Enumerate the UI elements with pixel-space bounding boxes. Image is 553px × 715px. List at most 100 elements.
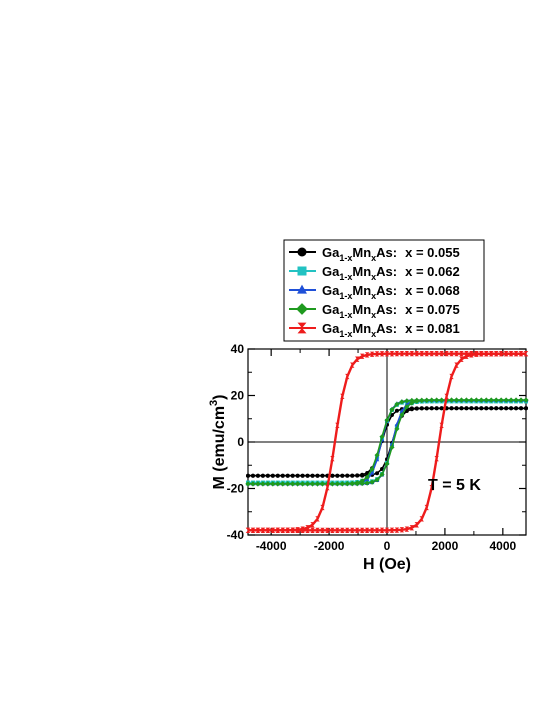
data-point — [339, 481, 345, 487]
data-point — [340, 527, 345, 533]
data-point — [399, 399, 405, 405]
data-point — [394, 426, 400, 432]
data-point — [379, 471, 385, 477]
x-tick-label: 0 — [384, 539, 391, 553]
data-point — [335, 527, 340, 533]
data-point — [345, 473, 350, 478]
data-point — [354, 480, 360, 486]
data-point — [250, 527, 256, 533]
data-point — [280, 481, 286, 487]
data-point — [424, 406, 429, 411]
data-point — [469, 406, 474, 411]
data-point — [374, 477, 380, 483]
data-point — [439, 406, 444, 411]
data-point — [409, 351, 415, 357]
data-point — [464, 406, 469, 411]
data-point — [394, 401, 400, 407]
data-point — [246, 473, 250, 478]
data-point — [464, 353, 469, 359]
data-point — [300, 526, 305, 532]
data-point — [260, 473, 265, 478]
data-point — [473, 397, 479, 403]
data-point — [290, 473, 295, 478]
data-point — [295, 481, 301, 487]
data-point — [498, 397, 504, 403]
data-point — [384, 461, 390, 467]
data-point — [355, 356, 360, 362]
data-point — [518, 351, 524, 357]
data-point — [463, 397, 470, 403]
data-point — [429, 351, 434, 357]
legend-item: Ga1-xMnxAs: x = 0.062 — [289, 264, 460, 282]
data-point — [345, 373, 350, 380]
data-point — [414, 397, 420, 403]
data-point — [404, 351, 410, 357]
data-point — [250, 473, 255, 478]
data-point — [369, 527, 375, 533]
data-point — [524, 406, 528, 411]
data-point — [285, 481, 291, 487]
y-tick-label: -20 — [227, 482, 245, 496]
data-point — [265, 473, 270, 478]
data-point — [364, 474, 370, 480]
data-point — [468, 397, 474, 403]
data-point — [514, 406, 519, 411]
data-point — [325, 484, 330, 491]
legend-label: Ga1-xMnxAs: x = 0.055 — [322, 245, 460, 263]
data-point — [419, 406, 424, 411]
data-point — [434, 455, 439, 462]
data-point — [444, 393, 449, 400]
legend-label: Ga1-xMnxAs: x = 0.068 — [322, 283, 460, 301]
data-point — [340, 393, 345, 400]
data-point — [255, 481, 261, 487]
data-point — [389, 407, 395, 413]
y-axis-label-close: ) — [211, 394, 228, 399]
x-tick-label: -2000 — [314, 539, 345, 553]
data-point — [265, 481, 271, 487]
data-point — [399, 527, 405, 533]
data-point — [335, 422, 340, 429]
data-point — [409, 406, 414, 411]
data-point — [359, 478, 365, 484]
legend-label: Ga1-xMnxAs: x = 0.075 — [322, 302, 460, 320]
data-point — [474, 406, 479, 411]
data-point — [344, 481, 350, 487]
data-point — [434, 397, 440, 403]
data-point — [449, 351, 454, 357]
data-point — [369, 351, 375, 357]
series-5 — [245, 351, 529, 533]
data-point — [359, 527, 365, 533]
legend-marker — [296, 303, 308, 315]
data-point — [419, 351, 424, 357]
data-point — [265, 527, 271, 533]
data-point — [493, 397, 499, 403]
x-tick-label: 4000 — [489, 539, 516, 553]
data-point — [255, 473, 260, 478]
data-point — [379, 527, 385, 533]
data-point — [404, 404, 410, 410]
data-point — [245, 527, 251, 533]
data-point — [349, 480, 355, 486]
data-point — [334, 481, 340, 487]
data-point — [449, 406, 454, 411]
data-point — [449, 373, 454, 380]
data-point — [513, 351, 519, 357]
data-point — [375, 471, 380, 476]
legend-item: Ga1-xMnxAs: x = 0.068 — [289, 283, 460, 301]
x-tick-label: 2000 — [432, 539, 459, 553]
legend-label: Ga1-xMnxAs: x = 0.062 — [322, 264, 460, 282]
data-point — [389, 444, 395, 450]
data-point — [345, 527, 350, 533]
data-point — [469, 351, 474, 357]
data-point — [483, 397, 489, 403]
legend-marker — [297, 247, 307, 257]
data-point — [424, 351, 429, 357]
data-point — [310, 522, 315, 528]
data-point — [454, 362, 459, 368]
data-point — [429, 406, 434, 411]
data-point — [320, 473, 325, 478]
data-point — [315, 527, 320, 533]
data-point — [458, 397, 465, 403]
data-point — [280, 473, 285, 478]
